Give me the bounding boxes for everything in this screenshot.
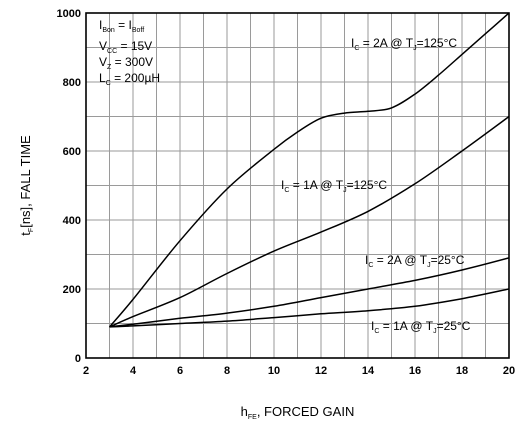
- plot-frame: [85, 12, 510, 359]
- x-tick-label: 16: [409, 365, 421, 377]
- x-tick-label: 18: [456, 365, 468, 377]
- grid: [86, 13, 509, 358]
- condition-vcc: VCC = 15V: [99, 39, 152, 55]
- x-tick-label: 6: [177, 365, 183, 377]
- curves: [108, 12, 510, 328]
- y-tick-label: 400: [63, 215, 81, 227]
- test-conditions: IBon = IBoff VCC = 15V VZ = 300V LC = 20…: [99, 18, 160, 87]
- x-tick-labels: 2 4 6 8 10 12 14 16 18 20: [83, 365, 515, 377]
- series-labels: IC = 2A @ TJ=125°C IC = 1A @ TJ=125°C IC…: [281, 36, 471, 335]
- x-tick-label: 8: [224, 365, 230, 377]
- x-tick-label: 20: [503, 365, 515, 377]
- label-1a-125c: IC = 1A @ TJ=125°C: [281, 178, 387, 194]
- y-tick-label: 1000: [57, 8, 81, 20]
- x-tick-label: 4: [130, 365, 137, 377]
- condition-lc: LC = 200µH: [99, 71, 160, 87]
- label-2a-25c: IC = 2A @ TJ=25°C: [365, 253, 465, 269]
- y-tick-label: 200: [63, 284, 81, 296]
- x-tick-label: 2: [83, 365, 89, 377]
- label-2a-125c: IC = 2A @ TJ=125°C: [351, 36, 457, 52]
- y-tick-label: 800: [63, 77, 81, 89]
- x-tick-label: 10: [268, 365, 280, 377]
- x-tick-label: 12: [315, 365, 327, 377]
- curve-2a-25c: [109, 257, 510, 328]
- x-axis-label: hFE, FORCED GAIN: [241, 404, 355, 421]
- y-tick-label: 0: [75, 353, 81, 365]
- x-tick-label: 14: [362, 365, 375, 377]
- y-axis-label: tF[ns], FALL TIME: [18, 135, 35, 236]
- condition-vz: VZ = 300V: [99, 55, 153, 71]
- y-tick-labels: 0 200 400 600 800 1000: [57, 8, 81, 365]
- label-1a-25c: IC = 1A @ TJ=25°C: [371, 319, 471, 335]
- curve-1a-25c: [109, 288, 510, 328]
- curve-1a-125c: [109, 115, 510, 328]
- curve-2a-125c: [108, 12, 510, 328]
- y-tick-label: 600: [63, 146, 81, 158]
- condition-ib: IBon = IBoff: [99, 18, 144, 34]
